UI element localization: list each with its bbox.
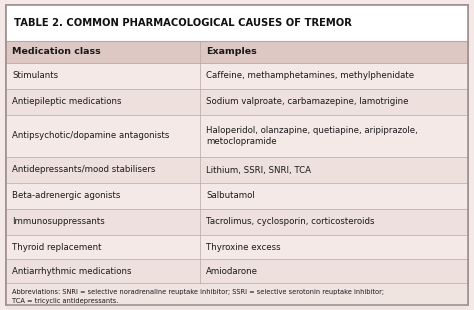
Text: Lithium, SSRI, SNRI, TCA: Lithium, SSRI, SNRI, TCA [206,166,311,175]
Text: Amiodarone: Amiodarone [206,267,258,276]
Bar [6,283,468,310]
Text: Immunosuppressants: Immunosuppressants [12,218,105,227]
Text: Antiepileptic medications: Antiepileptic medications [12,98,121,107]
Text: Antidepressants/mood stabilisers: Antidepressants/mood stabilisers [12,166,155,175]
Text: Abbreviations: SNRI = selective noradrenaline reuptake inhibitor; SSRI = selecti: Abbreviations: SNRI = selective noradren… [12,289,384,303]
Bar [6,89,468,115]
Text: Thyroid replacement: Thyroid replacement [12,242,101,251]
Bar [6,259,468,283]
Text: Medication class: Medication class [12,47,101,56]
Text: TABLE 2. COMMON PHARMACOLOGICAL CAUSES OF TREMOR: TABLE 2. COMMON PHARMACOLOGICAL CAUSES O… [14,18,352,28]
Text: Antipsychotic/dopamine antagonists: Antipsychotic/dopamine antagonists [12,131,169,140]
Bar [6,5,468,41]
Bar [6,209,468,235]
Text: Sodium valproate, carbamazepine, lamotrigine: Sodium valproate, carbamazepine, lamotri… [206,98,409,107]
Text: Thyroxine excess: Thyroxine excess [206,242,281,251]
Text: Examples: Examples [206,47,257,56]
Text: Stimulants: Stimulants [12,72,58,81]
Text: Haloperidol, olanzapine, quetiapine, aripiprazole,
metoclopramide: Haloperidol, olanzapine, quetiapine, ari… [206,126,418,146]
Bar [6,63,468,89]
Bar [6,235,468,259]
Text: Antiarrhythmic medications: Antiarrhythmic medications [12,267,131,276]
Text: Caffeine, methamphetamines, methylphenidate: Caffeine, methamphetamines, methylphenid… [206,72,414,81]
Bar [6,183,468,209]
Text: Beta-adrenergic agonists: Beta-adrenergic agonists [12,192,120,201]
Bar [6,41,468,63]
Bar [6,115,468,157]
Text: Salbutamol: Salbutamol [206,192,255,201]
Bar [6,157,468,183]
Text: Tacrolimus, cyclosporin, corticosteroids: Tacrolimus, cyclosporin, corticosteroids [206,218,374,227]
